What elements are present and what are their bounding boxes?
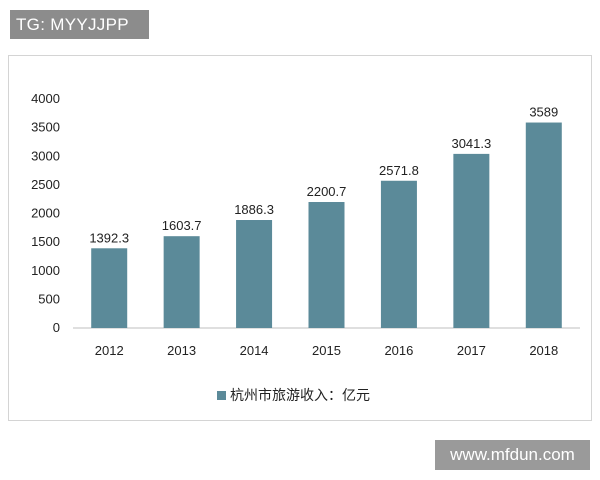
data-label: 3041.3 bbox=[451, 136, 491, 151]
bar bbox=[525, 122, 562, 328]
legend-label: 杭州市旅游收入：亿元 bbox=[230, 387, 370, 403]
watermark: www.mfdun.com bbox=[435, 440, 590, 470]
x-tick-label: 2017 bbox=[457, 343, 486, 358]
data-label: 2571.8 bbox=[379, 163, 419, 178]
x-axis-ticks: 2012 2013 2014 2015 2016 2017 2018 bbox=[95, 343, 558, 358]
bar bbox=[163, 236, 200, 328]
data-label: 1886.3 bbox=[234, 202, 274, 217]
tg-banner: TG: MYYJJPP bbox=[10, 10, 149, 39]
x-tick-label: 2015 bbox=[312, 343, 341, 358]
x-tick-label: 2012 bbox=[95, 343, 124, 358]
x-tick-label: 2018 bbox=[529, 343, 558, 358]
bar bbox=[453, 153, 490, 328]
y-tick-label: 3000 bbox=[31, 148, 60, 163]
x-tick-label: 2014 bbox=[240, 343, 269, 358]
y-tick-label: 4000 bbox=[31, 91, 60, 106]
legend-swatch bbox=[217, 391, 226, 400]
y-tick-label: 2500 bbox=[31, 177, 60, 192]
y-tick-label: 500 bbox=[38, 291, 60, 306]
chart-frame bbox=[8, 55, 592, 421]
data-label: 3589 bbox=[529, 105, 558, 120]
y-axis-ticks: 0 500 1000 1500 2000 2500 3000 3500 4000 bbox=[31, 91, 60, 335]
y-tick-label: 2000 bbox=[31, 206, 60, 221]
bar bbox=[308, 202, 345, 328]
legend: 杭州市旅游收入：亿元 bbox=[217, 387, 370, 403]
y-tick-label: 1500 bbox=[31, 234, 60, 249]
x-tick-label: 2016 bbox=[384, 343, 413, 358]
bar bbox=[380, 180, 417, 328]
y-tick-label: 0 bbox=[53, 320, 60, 335]
y-tick-label: 3500 bbox=[31, 120, 60, 135]
data-label: 1392.3 bbox=[89, 230, 129, 245]
bar bbox=[236, 220, 273, 328]
bars: 1392.3 1603.7 1886.3 2200.7 2571.8 3041.3 3589 bbox=[89, 105, 562, 328]
bar bbox=[91, 248, 128, 328]
x-tick-label: 2013 bbox=[167, 343, 196, 358]
data-label: 2200.7 bbox=[307, 184, 347, 199]
data-label: 1603.7 bbox=[162, 218, 202, 233]
y-tick-label: 1000 bbox=[31, 263, 60, 278]
